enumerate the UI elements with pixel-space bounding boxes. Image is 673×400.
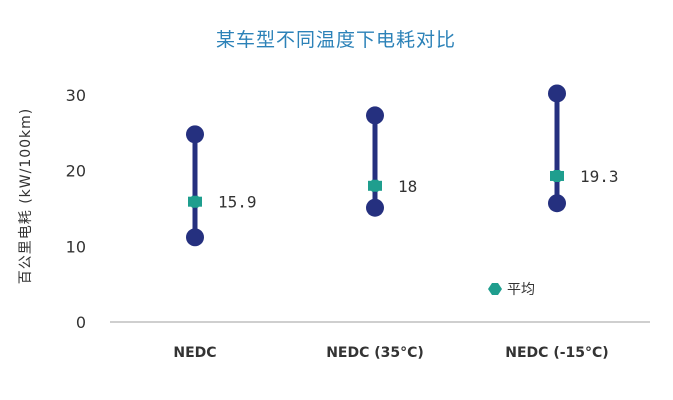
average-value-label: 18 bbox=[398, 177, 417, 196]
legend-marker bbox=[488, 283, 502, 295]
min-point bbox=[366, 198, 384, 217]
max-point bbox=[186, 125, 204, 144]
max-point bbox=[548, 84, 566, 103]
chart-title: 某车型不同温度下电耗对比 bbox=[216, 29, 456, 51]
average-marker-shape bbox=[368, 179, 382, 192]
average-marker-shape bbox=[550, 169, 564, 182]
y-axis-label: 百公里电耗 (kW/100km) bbox=[18, 108, 34, 285]
x-category-label: NEDC (35°C) bbox=[326, 345, 424, 361]
average-value-label: 15.9 bbox=[218, 193, 257, 212]
max-point bbox=[366, 106, 384, 125]
y-tick-label: 0 bbox=[76, 313, 86, 332]
x-axis-categories: NEDC NEDC (35°C) NEDC (-15°C) bbox=[173, 345, 608, 361]
range-bars: 15.9 18 19.3 bbox=[186, 84, 619, 247]
y-tick-label: 20 bbox=[66, 162, 86, 181]
min-point bbox=[548, 194, 566, 213]
average-value-label: 19.3 bbox=[580, 167, 619, 186]
x-category-label: NEDC bbox=[173, 345, 216, 361]
y-tick-label: 30 bbox=[66, 86, 86, 105]
legend: 平均 bbox=[488, 282, 535, 298]
y-tick-label: 10 bbox=[66, 237, 86, 256]
x-category-label: NEDC (-15°C) bbox=[505, 345, 608, 361]
legend-label: 平均 bbox=[507, 282, 535, 298]
average-marker-shape bbox=[188, 195, 202, 208]
y-axis-ticks: 0 10 20 30 bbox=[66, 86, 86, 332]
min-point bbox=[186, 228, 204, 247]
